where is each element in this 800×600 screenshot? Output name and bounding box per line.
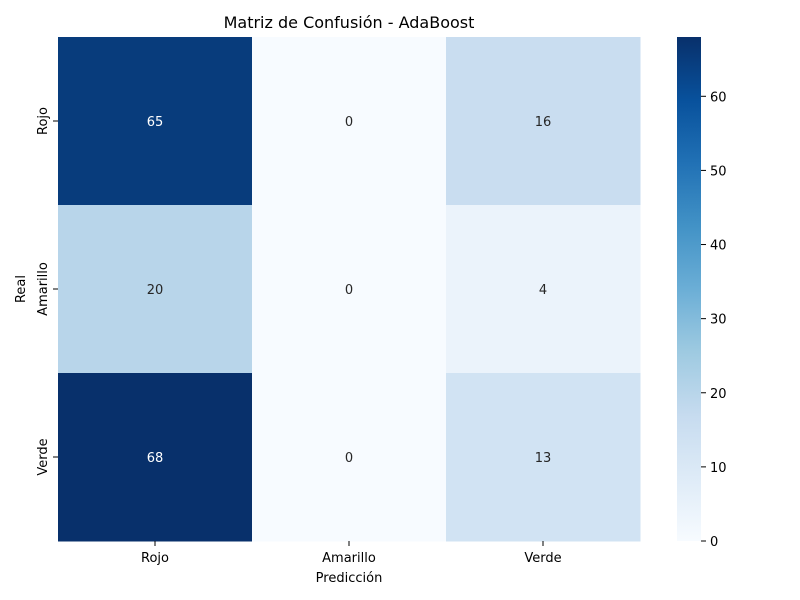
x-tick-label: Rojo — [141, 551, 169, 566]
y-tick-label: Amarillo — [36, 262, 51, 316]
cell-value-label: 0 — [345, 451, 353, 466]
y-tick-label: Verde — [36, 438, 51, 475]
colorbar-tick-label: 40 — [710, 239, 727, 254]
heatmap-annotations: 65 0 16 20 0 4 68 0 13 — [147, 115, 552, 466]
colorbar-tick-label: 30 — [710, 313, 727, 328]
heatmap-cell — [446, 373, 641, 542]
colorbar — [677, 37, 701, 541]
cell-value-label: 65 — [147, 115, 164, 130]
heatmap-cell — [58, 205, 253, 374]
colorbar-tick-label: 50 — [710, 164, 727, 179]
cell-value-label: 13 — [535, 451, 552, 466]
heatmap-cell — [446, 37, 641, 206]
cell-value-label: 16 — [535, 115, 552, 130]
y-axis: Rojo Amarillo Verde — [36, 107, 58, 476]
heatmap-cell — [252, 373, 447, 542]
x-tick-label: Amarillo — [322, 551, 376, 566]
chart-title: Matriz de Confusión - AdaBoost — [224, 13, 475, 32]
cell-value-label: 4 — [539, 283, 547, 298]
cell-value-label: 0 — [345, 115, 353, 130]
x-axis: Rojo Amarillo Verde — [141, 541, 562, 566]
heatmap-cell — [446, 205, 641, 374]
heatmap-cell — [252, 37, 447, 206]
colorbar-tick-label: 60 — [710, 90, 727, 105]
y-tick-label: Rojo — [36, 107, 51, 135]
x-tick-label: Verde — [524, 551, 561, 566]
heatmap-cell — [252, 205, 447, 374]
y-axis-label: Real — [14, 275, 29, 303]
heatmap-cells — [58, 37, 641, 542]
colorbar-tick-label: 10 — [710, 461, 727, 476]
cell-value-label: 68 — [147, 451, 164, 466]
colorbar-tick-label: 20 — [710, 387, 727, 402]
x-axis-label: Predicción — [316, 571, 383, 586]
cell-value-label: 0 — [345, 283, 353, 298]
heatmap-cell — [58, 373, 253, 542]
colorbar-tick-label: 0 — [710, 535, 718, 550]
heatmap-cell — [58, 37, 253, 206]
cell-value-label: 20 — [147, 283, 164, 298]
colorbar-ticks: 0 10 20 30 40 50 60 — [701, 90, 727, 550]
